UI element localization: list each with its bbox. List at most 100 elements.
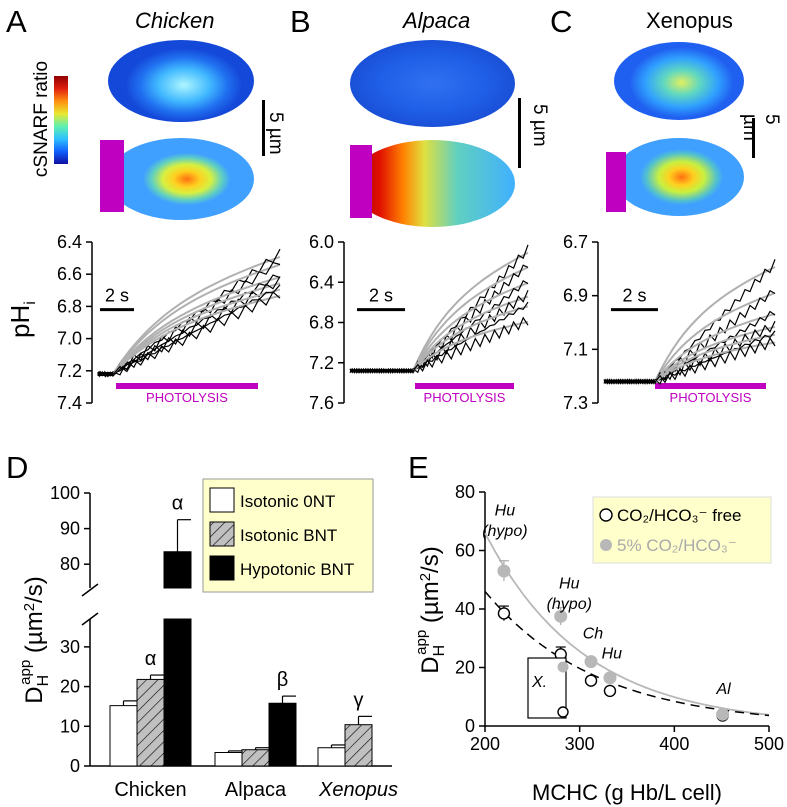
- y-tick-label: 6.0: [309, 232, 334, 252]
- y-tick-label: 7.1: [563, 339, 588, 359]
- y-tick-label: 7.4: [57, 393, 82, 413]
- y-tick-label: 6.9: [563, 286, 588, 306]
- colorbar: [54, 76, 68, 164]
- photolysis-bar-a: [100, 140, 124, 212]
- y-tick-label: 40: [455, 599, 475, 619]
- point-label: Al: [715, 681, 731, 698]
- data-point-gray: [716, 707, 730, 721]
- scale-bar-b: [518, 98, 521, 168]
- time-scale-label: 2 s: [105, 286, 129, 306]
- fit-curve: [412, 266, 529, 372]
- legend-swatch: [209, 521, 235, 547]
- bar-chart-d: 0 10 20 30 80 90 100 DHapp (µm2/s) Chicken Alpaca…: [17, 478, 398, 801]
- bar: [163, 618, 192, 767]
- y-tick-label: 0: [70, 756, 80, 776]
- significance-label: α: [145, 648, 157, 670]
- axis-break-mark: [81, 612, 99, 626]
- bar: [241, 749, 270, 767]
- photolysis-bar: [116, 383, 258, 389]
- data-point-open: [603, 684, 617, 698]
- scatter-chart-e: 0 20 40 60 80 200 300 400 500 MCHC (g Hb/L cell) D…: [413, 482, 784, 805]
- data-point-open: [497, 607, 511, 620]
- fit-curve: [654, 312, 776, 383]
- bar: [109, 705, 138, 767]
- panel-letter-b: B: [290, 4, 311, 39]
- scale-bar-c: [752, 118, 755, 158]
- legend-swatch: [209, 487, 235, 513]
- legend-marker-gray: [600, 539, 612, 551]
- y-tick-label: 80: [455, 482, 475, 502]
- phi-label-main: pH: [4, 304, 35, 338]
- y-tick-label: 6.4: [309, 272, 334, 292]
- data-point-gray: [584, 655, 598, 669]
- trace-panel-c: 6.7 6.9 7.1 7.3 2 s PHOTOLYSIS: [563, 232, 776, 413]
- x-axis-label: MCHC (g Hb/L cell): [532, 780, 722, 805]
- y-tick-label: 80: [60, 554, 80, 574]
- y-tick-label: 20: [455, 658, 475, 678]
- fit-curve: [112, 255, 281, 375]
- photolysis-bar: [655, 383, 766, 389]
- ph-trace: [349, 301, 529, 374]
- photolysis-bar-c: [606, 152, 626, 212]
- cell-image-c-top: [614, 42, 744, 120]
- legend-marker-open: [599, 508, 613, 522]
- point-label: (hypo): [482, 523, 527, 540]
- time-scale-label: 2 s: [622, 286, 646, 306]
- x-tick-label: 200: [470, 734, 500, 754]
- y-tick-label: 6.4: [57, 232, 82, 252]
- bar: [317, 747, 346, 767]
- point-label: (hypo): [547, 596, 592, 613]
- fit-curve: [654, 325, 776, 383]
- bar-upper: [163, 551, 192, 589]
- phi-label-sub: i: [22, 301, 39, 305]
- time-scale-label: 2 s: [369, 286, 393, 306]
- legend-label: CO₂/HCO₃⁻ free: [617, 506, 742, 525]
- panel-letter-e: E: [408, 450, 429, 485]
- fit-curve: [654, 341, 776, 383]
- significance-label: γ: [354, 689, 364, 711]
- photolysis-label: PHOTOLYSIS: [424, 390, 506, 405]
- data-point-gray: [554, 609, 568, 623]
- ph-trace: [603, 336, 776, 385]
- y-tick-label: 7.3: [563, 393, 588, 413]
- y-tick-label: 90: [60, 519, 80, 539]
- bar: [136, 678, 165, 767]
- legend-label: Isotonic BNT: [240, 526, 337, 545]
- y-axis-label: DHapp (µm2/s): [17, 576, 52, 703]
- trace-panel-a: 6.4 6.6 6.8 7.0 7.2 7.4 2 s PHOTOLYSIS: [57, 232, 281, 413]
- y-tick-label: 20: [60, 677, 80, 697]
- x-tick-label: 500: [754, 734, 784, 754]
- point-label: Hu: [495, 502, 516, 519]
- fit-curve: [112, 263, 281, 375]
- panel-letter-c: C: [550, 4, 573, 39]
- category-label: Alpaca: [225, 779, 287, 801]
- y-tick-label: 7.2: [57, 361, 82, 381]
- photolysis-bar: [415, 383, 514, 389]
- ph-trace: [97, 291, 281, 378]
- data-point-gray: [497, 564, 511, 578]
- inset-point-gray: [557, 661, 569, 673]
- legend-label: 5% CO₂/HCO₃⁻: [617, 536, 737, 555]
- y-tick-label: 6.6: [57, 264, 82, 284]
- panel-c-species: Xenopus: [646, 8, 733, 33]
- y-tick-label: 6.8: [309, 313, 334, 333]
- inset-point-open: [557, 706, 569, 718]
- y-axis-label: DHapp (µm2/s): [413, 546, 448, 673]
- cell-image-b-top: [350, 40, 515, 127]
- fit-curve: [112, 294, 281, 375]
- point-label: Hu: [602, 646, 623, 663]
- legend-box: [592, 496, 772, 564]
- data-point-open: [584, 674, 598, 687]
- fit-curve: [412, 321, 529, 372]
- fit-curve: [654, 333, 776, 383]
- scale-bar-a: [262, 100, 265, 156]
- point-label: Hu: [559, 576, 580, 593]
- cell-image-b-bottom: [350, 140, 515, 227]
- y-tick-label: 60: [455, 541, 475, 561]
- bar: [214, 751, 243, 767]
- fit-curve: [112, 276, 281, 375]
- category-label: Xenopus: [318, 779, 398, 801]
- panel-letter-a: A: [6, 4, 27, 39]
- category-label: Chicken: [114, 779, 186, 801]
